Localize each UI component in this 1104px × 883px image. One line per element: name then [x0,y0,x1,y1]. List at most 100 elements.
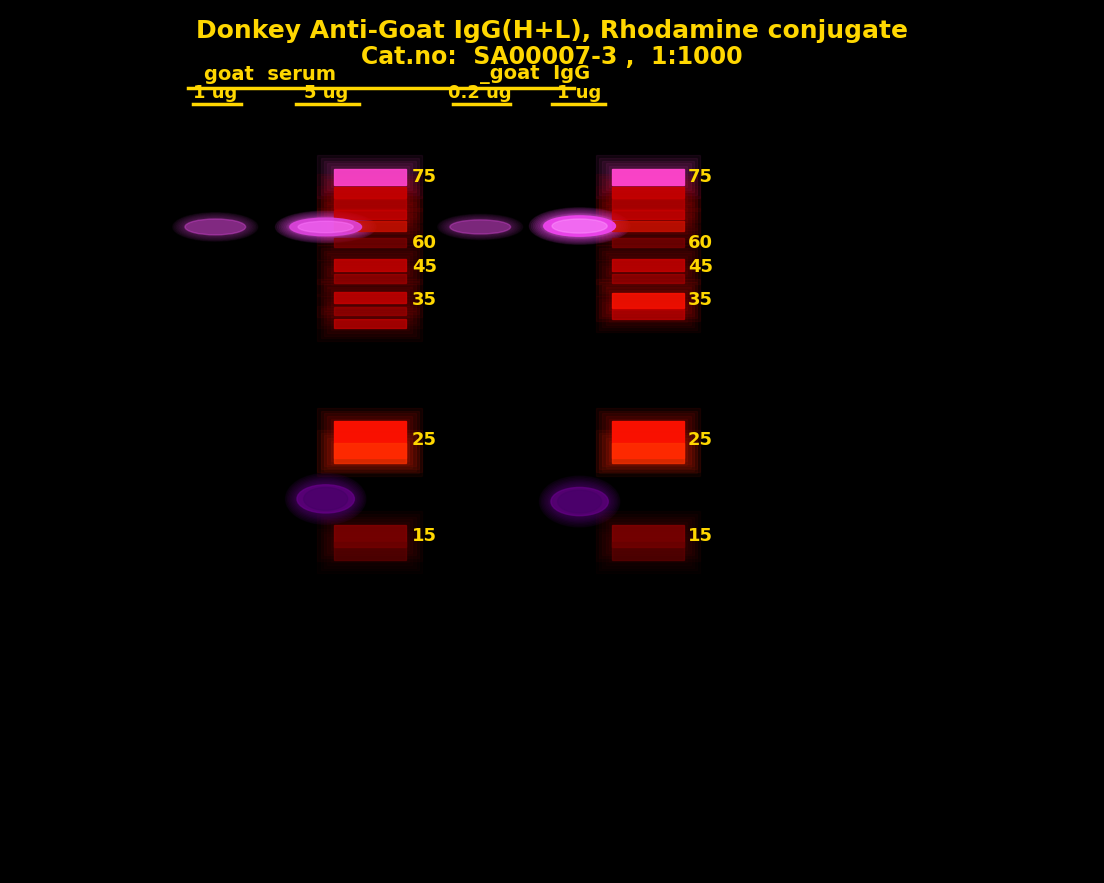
Bar [325,298,415,322]
Bar [612,186,683,198]
Bar [328,233,413,253]
Ellipse shape [302,487,349,511]
Bar [598,210,698,242]
Bar [603,178,693,206]
Ellipse shape [289,218,362,236]
Bar [318,293,422,328]
Ellipse shape [531,208,628,244]
Ellipse shape [285,215,367,238]
Bar [605,438,691,468]
Text: 45: 45 [688,258,713,275]
Bar [318,306,422,341]
Bar [318,529,422,573]
Bar [331,236,408,250]
Bar [320,281,418,313]
Bar [609,540,687,562]
Bar [598,298,698,329]
Bar [596,529,700,573]
Bar [609,256,687,274]
Bar [598,248,698,282]
Bar [596,430,700,476]
Ellipse shape [298,221,353,233]
Bar [598,158,698,195]
Ellipse shape [530,208,629,245]
Bar [325,191,415,216]
Bar [325,266,415,291]
Bar [328,215,413,237]
Bar [333,306,406,314]
Bar [603,284,693,315]
Bar [596,408,700,472]
Bar [598,188,698,219]
Ellipse shape [548,485,612,518]
Bar [318,185,422,222]
Bar [605,215,691,237]
Ellipse shape [545,482,614,521]
Bar [320,308,418,338]
Bar [612,292,683,307]
Bar [598,411,698,469]
Text: 35: 35 [688,291,713,309]
Bar [325,311,415,336]
Bar [320,296,418,325]
Bar [331,184,408,200]
Bar [331,419,408,461]
Bar [605,181,691,203]
Bar [325,230,415,255]
Bar [333,238,406,247]
Bar [603,213,693,239]
Bar [609,236,687,250]
Ellipse shape [298,481,353,516]
Bar [598,176,698,208]
Bar [605,268,691,288]
Bar [603,266,693,291]
Bar [603,301,693,327]
Bar [333,199,406,208]
Bar [325,178,415,206]
Bar [598,199,698,230]
Bar [320,188,418,219]
Bar [325,413,415,466]
Bar [596,245,700,284]
Text: 60: 60 [412,234,437,252]
Ellipse shape [297,480,354,517]
Bar [598,532,698,570]
Bar [333,421,406,458]
Bar [318,155,422,198]
Text: goat  serum: goat serum [204,64,337,84]
Bar [328,438,413,468]
Bar [333,169,406,185]
Bar [603,534,693,568]
Text: 1 ug: 1 ug [558,84,602,102]
Ellipse shape [544,480,616,523]
Bar [328,313,413,333]
Ellipse shape [277,212,374,242]
Bar [318,408,422,472]
Bar [609,218,687,234]
Text: 0.2 ug: 0.2 ug [448,84,512,102]
Text: Cat.no:  SA00007-3 ,  1:1000: Cat.no: SA00007-3 , 1:1000 [361,45,743,70]
Ellipse shape [289,478,362,520]
Bar [605,193,691,214]
Bar [331,166,408,187]
Bar [328,268,413,288]
Bar [320,210,418,242]
Bar [598,282,698,318]
Bar [320,411,418,469]
Bar [612,309,683,319]
Ellipse shape [558,490,602,513]
Bar [605,416,691,464]
Bar [605,253,691,276]
Bar [603,161,693,192]
Bar [612,259,683,271]
Bar [605,519,691,553]
Bar [328,537,413,565]
Bar [320,532,418,570]
Bar [320,199,418,230]
Bar [331,540,408,562]
Bar [596,296,700,332]
Bar [320,433,418,473]
Ellipse shape [450,220,510,234]
Bar [325,251,415,279]
Bar [318,208,422,245]
